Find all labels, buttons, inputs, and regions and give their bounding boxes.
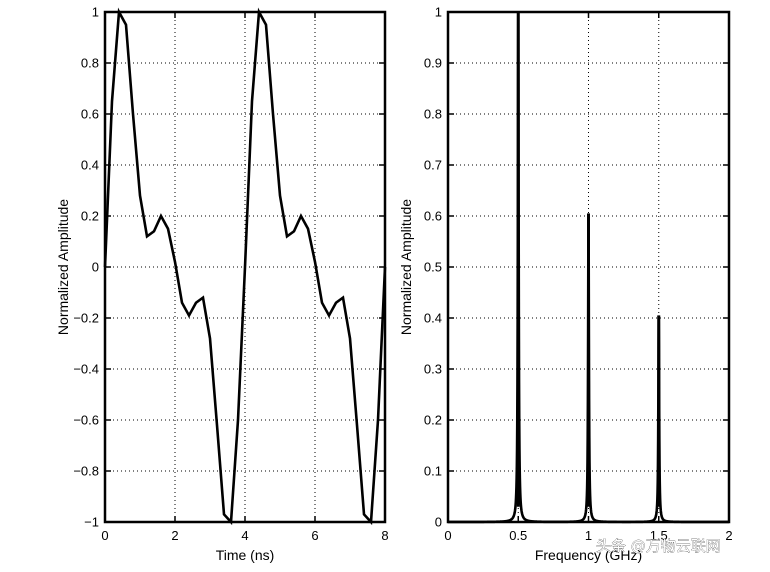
y-tick-label: 0.8 (424, 107, 442, 122)
y-tick-label: 0.2 (424, 413, 442, 428)
x-tick-label: 1 (585, 528, 592, 543)
y-tick-label: 1 (92, 5, 99, 20)
x-tick-label: 2 (171, 528, 178, 543)
y-tick-label: −0.4 (73, 362, 99, 377)
y-tick-label: 0 (92, 260, 99, 275)
x-tick-label: 0.5 (509, 528, 527, 543)
y-tick-label: 0.2 (81, 209, 99, 224)
time-signal-line (103, 7, 387, 526)
y-tick-label: −0.8 (73, 464, 99, 479)
x-tick-label: 4 (241, 528, 248, 543)
y-tick-label: 0.6 (81, 107, 99, 122)
y-tick-label: 0.6 (424, 209, 442, 224)
x-tick-label: 0 (101, 528, 108, 543)
y-tick-label: 0.7 (424, 158, 442, 173)
x-tick-label: 1.5 (650, 528, 668, 543)
y-axis-label: Normalized Amplitude (398, 199, 414, 335)
y-tick-label: −1 (84, 515, 99, 530)
x-tick-label: 6 (311, 528, 318, 543)
frequency-domain-plot: 0 0.5 1 1.5 2 0 0.1 0.2 0.3 0.4 0.5 0.6 0.7 0.8 0.9 1 Fr… (398, 5, 733, 564)
y-tick-label: 0.5 (424, 260, 442, 275)
x-axis-label: Time (ns) (216, 547, 275, 563)
watermark: 头条 @万物云联网 (596, 537, 721, 555)
x-tick-label: 8 (381, 528, 388, 543)
y-tick-label: 0 (435, 515, 442, 530)
x-axis-label: Frequency (GHz) (535, 547, 642, 563)
x-tick-label: 0 (444, 528, 451, 543)
y-tick-label: 0.3 (424, 362, 442, 377)
y-tick-label: 0.4 (81, 158, 99, 173)
y-tick-label: −0.2 (73, 311, 99, 326)
y-tick-label: 0.1 (424, 464, 442, 479)
y-tick-label: 0.8 (81, 56, 99, 71)
y-tick-label: 0.4 (424, 311, 442, 326)
x-tick-label: 2 (725, 528, 732, 543)
y-axis-label: Normalized Amplitude (55, 199, 71, 335)
time-domain-plot: 0 2 4 6 8 −1 −0.8 −0.6 −0.4 −0.2 0 0.2 0.4 0.6 0.8 1 Tim… (55, 5, 389, 564)
y-tick-label: 0.9 (424, 56, 442, 71)
y-tick-label: 1 (435, 5, 442, 20)
y-tick-label: −0.6 (73, 413, 99, 428)
